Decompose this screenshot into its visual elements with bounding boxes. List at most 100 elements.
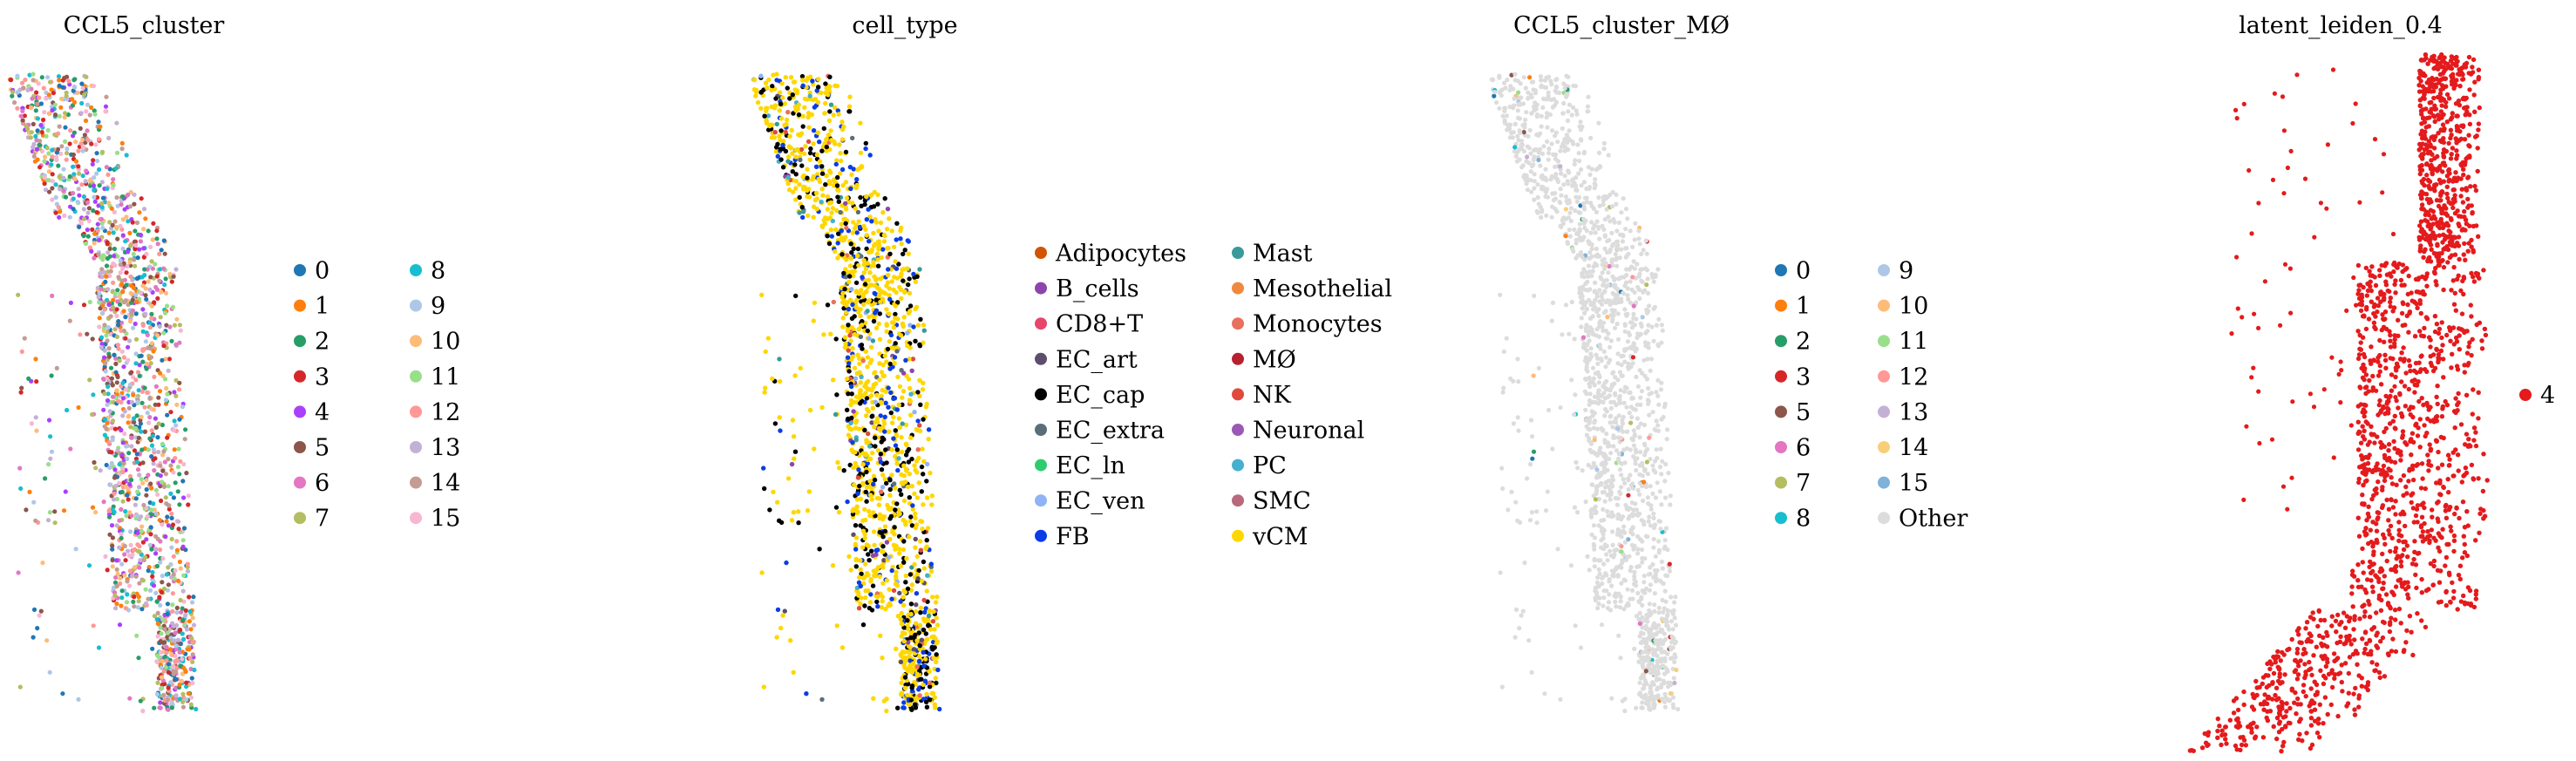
cell-dot xyxy=(1584,355,1589,360)
cell-dot xyxy=(137,472,142,478)
cell-dot xyxy=(1635,590,1641,596)
cell-dot xyxy=(124,270,129,275)
cell-dot xyxy=(839,645,846,650)
cell-dot xyxy=(137,565,142,570)
cell-dot xyxy=(785,180,791,187)
cell-dot xyxy=(85,128,90,133)
cell-dot xyxy=(92,255,97,261)
cell-dot xyxy=(1557,200,1562,205)
cell-dot xyxy=(853,222,859,228)
cell-dot xyxy=(31,153,37,159)
cell-dot xyxy=(840,300,846,305)
cell-dot xyxy=(1643,330,1648,336)
cell-dot xyxy=(141,227,146,232)
cell-dot xyxy=(97,237,102,242)
cell-dot xyxy=(1584,417,1589,422)
cell-dot xyxy=(1517,157,1522,162)
cell-dot xyxy=(921,323,927,328)
cell-dot xyxy=(785,159,791,164)
cell-dot xyxy=(1574,199,1580,204)
cell-dot xyxy=(836,112,841,117)
cell-dot xyxy=(138,232,143,238)
cell-dot xyxy=(52,112,58,118)
cell-dot xyxy=(1595,356,1601,361)
cell-dot xyxy=(921,627,927,633)
cell-dot xyxy=(927,680,933,685)
cell-dot xyxy=(61,508,67,513)
cell-dot xyxy=(879,489,884,494)
cell-dot xyxy=(863,349,868,355)
cell-dot xyxy=(84,168,89,173)
cell-dot xyxy=(865,460,870,466)
cell-dot xyxy=(1505,124,1511,129)
cell-dot xyxy=(153,262,158,267)
cell-dot xyxy=(160,468,166,473)
cell-dot xyxy=(875,419,880,425)
cell-dot xyxy=(137,373,142,378)
cell-dot xyxy=(179,678,184,683)
cell-dot xyxy=(877,242,882,248)
cell-dot xyxy=(170,304,175,309)
cell-dot xyxy=(889,420,895,425)
cell-dot xyxy=(162,640,167,645)
cell-dot xyxy=(1641,631,1646,636)
cell-dot xyxy=(1617,370,1623,375)
panel-1-title: CCL5_cluster xyxy=(64,12,225,39)
cell-dot xyxy=(134,452,139,457)
cell-dot xyxy=(908,391,914,397)
cell-dot xyxy=(144,493,149,498)
cell-dot xyxy=(53,210,58,215)
cell-dot xyxy=(153,384,159,389)
cell-dot xyxy=(897,547,902,552)
cell-dot xyxy=(1651,515,1656,521)
cell-dot xyxy=(901,518,906,523)
cell-dot xyxy=(122,409,127,414)
cell-dot xyxy=(829,138,834,143)
cell-dot xyxy=(133,502,138,507)
cell-dot xyxy=(790,92,795,98)
cell-dot xyxy=(1669,595,1674,600)
cell-dot xyxy=(1592,535,1597,540)
cell-dot xyxy=(861,262,867,268)
cell-dot xyxy=(853,376,859,381)
cell-dot xyxy=(161,669,167,674)
cell-dot xyxy=(180,704,186,710)
cell-dot xyxy=(93,510,99,515)
cell-dot xyxy=(927,697,933,703)
cell-dot xyxy=(159,248,164,253)
cell-dot xyxy=(190,659,195,665)
cell-dot xyxy=(877,292,882,297)
cell-dot xyxy=(866,543,871,549)
cell-dot xyxy=(96,295,101,300)
cell-dot xyxy=(1670,627,1675,632)
cell-dot xyxy=(16,292,21,297)
cell-dot xyxy=(821,332,826,337)
cell-dot xyxy=(1645,397,1650,403)
cell-dot xyxy=(1612,220,1617,225)
cell-dot xyxy=(874,251,880,257)
cell-dot xyxy=(867,214,873,220)
cell-dot xyxy=(146,345,151,350)
cell-dot xyxy=(1546,146,1552,152)
cell-dot xyxy=(884,323,889,329)
cell-dot xyxy=(1640,700,1645,705)
cell-dot xyxy=(161,343,167,349)
cell-dot xyxy=(875,565,881,570)
cell-dot xyxy=(173,646,179,652)
cell-dot xyxy=(120,413,126,418)
cell-dot xyxy=(1620,421,1625,426)
cell-dot xyxy=(859,571,864,576)
cell-dot xyxy=(1637,610,1642,616)
cell-dot xyxy=(920,387,926,392)
cell-dot xyxy=(151,407,156,412)
cell-dot xyxy=(828,331,833,336)
cell-dot xyxy=(807,157,812,162)
cell-dot xyxy=(900,402,905,407)
cell-dot xyxy=(158,602,163,608)
cell-dot xyxy=(1623,246,1628,251)
cell-dot xyxy=(901,595,906,600)
cell-dot xyxy=(1653,495,1658,500)
cell-dot xyxy=(934,652,939,657)
cell-dot xyxy=(1643,484,1649,490)
cell-dot xyxy=(871,243,877,248)
